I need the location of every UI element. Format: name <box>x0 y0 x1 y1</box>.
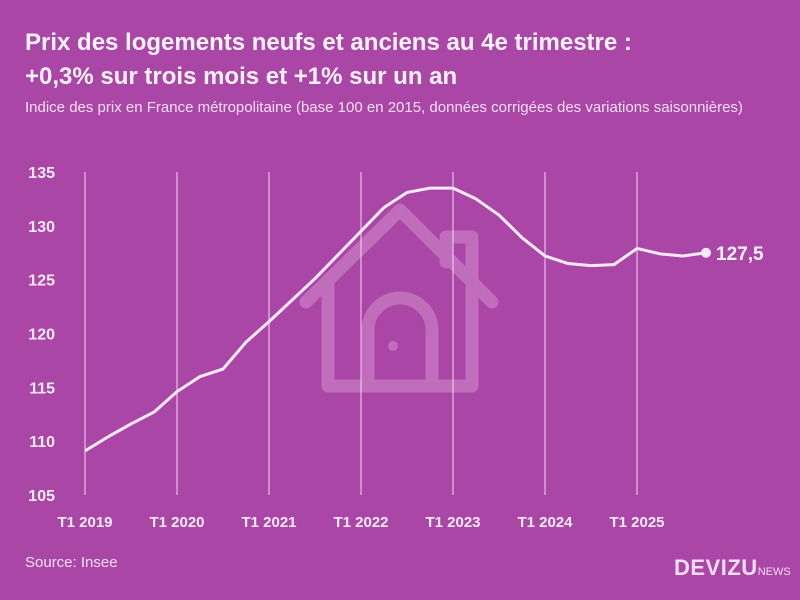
chart-title: Prix des logements neufs et anciens au 4… <box>25 26 632 94</box>
x-tick-label: T1 2023 <box>425 514 480 531</box>
y-tick-label: 125 <box>28 273 55 290</box>
price-index-line <box>84 186 707 453</box>
title-line-1: Prix des logements neufs et anciens au 4… <box>25 29 632 56</box>
x-tick-label: T1 2020 <box>149 514 204 531</box>
x-tick-label: T1 2025 <box>609 514 664 531</box>
y-tick-label: 130 <box>28 219 55 236</box>
logo-suffix: NEWS <box>757 566 791 578</box>
x-tick-label: T1 2021 <box>241 514 296 531</box>
data-point <box>701 247 711 258</box>
y-tick-label: 105 <box>28 488 55 505</box>
y-tick-label: 110 <box>29 434 55 451</box>
house-icon <box>299 203 499 393</box>
title-line-2: +0,3% sur trois mois et +1% sur un an <box>25 63 458 90</box>
x-tick-label: T1 2019 <box>57 514 112 531</box>
chart-subtitle: Indice des prix en France métropolitaine… <box>25 99 743 116</box>
devizu-logo: DEVIZUNEWS <box>674 555 791 581</box>
x-tick-label: T1 2022 <box>333 514 388 531</box>
y-tick-label: 135 <box>28 165 55 182</box>
y-tick-label: 120 <box>28 327 55 344</box>
x-tick-label: T1 2024 <box>517 514 573 531</box>
last-value-label: 127,5 <box>716 244 764 265</box>
logo-main: DEVIZU <box>674 555 758 580</box>
y-tick-label: 115 <box>29 380 55 397</box>
source-note: Source: Insee <box>25 554 118 571</box>
